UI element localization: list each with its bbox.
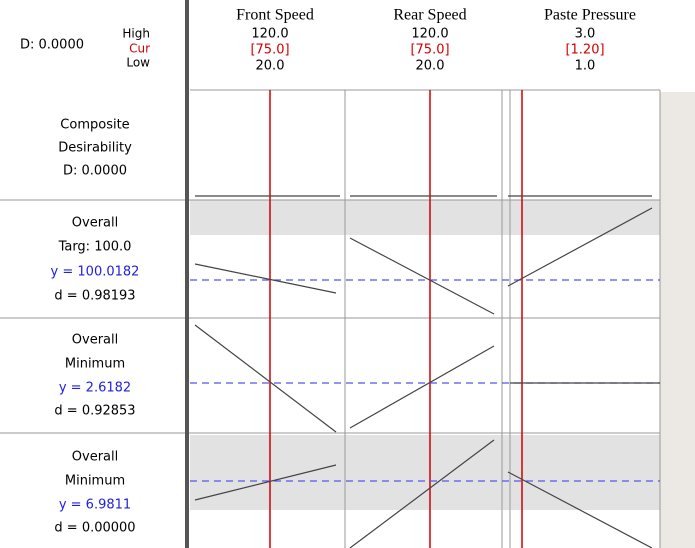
profiles xyxy=(194,195,660,548)
response-goal: Targ: 100.0 xyxy=(58,240,132,255)
response-name: Overall xyxy=(72,216,118,231)
composite-label: Desirability xyxy=(58,141,132,156)
composite-label: Composite xyxy=(60,118,129,133)
target-band xyxy=(190,200,660,235)
response-name: Overall xyxy=(72,333,118,348)
header-d: D: 0.0000 xyxy=(20,38,84,53)
composite-label: D: 0.0000 xyxy=(63,164,127,179)
factor-low: 1.0 xyxy=(575,59,596,74)
response-goal: Minimum xyxy=(65,357,125,372)
factor-cur: [75.0] xyxy=(410,43,449,58)
response-y: y = 100.0182 xyxy=(51,265,140,280)
side-strip xyxy=(660,92,695,548)
response-y: y = 2.6182 xyxy=(59,381,131,396)
level-label: Cur xyxy=(129,42,150,56)
response-lines xyxy=(190,279,660,482)
response-name: Overall xyxy=(72,450,118,465)
response-d: d = 0.98193 xyxy=(54,289,135,304)
factor-name: Front Speed xyxy=(236,7,314,24)
level-label: Low xyxy=(126,56,150,70)
factor-name: Paste Pressure xyxy=(544,7,636,24)
target-band xyxy=(190,435,660,510)
response-d: d = 0.92853 xyxy=(54,404,135,419)
factor-name: Rear Speed xyxy=(393,7,466,24)
response-d: d = 0.00000 xyxy=(54,521,135,536)
response-goal: Minimum xyxy=(65,474,125,489)
factor-cur: [75.0] xyxy=(250,43,289,58)
factor-high: 120.0 xyxy=(251,27,288,42)
factor-low: 20.0 xyxy=(256,59,285,74)
factor-low: 20.0 xyxy=(416,59,445,74)
factor-high: 3.0 xyxy=(575,27,596,42)
level-label: High xyxy=(122,27,150,41)
factor-high: 120.0 xyxy=(411,27,448,42)
response-y: y = 6.9811 xyxy=(59,498,131,513)
grid xyxy=(0,89,661,548)
factor-cur: [1.20] xyxy=(565,43,604,58)
current-lines xyxy=(269,90,523,548)
